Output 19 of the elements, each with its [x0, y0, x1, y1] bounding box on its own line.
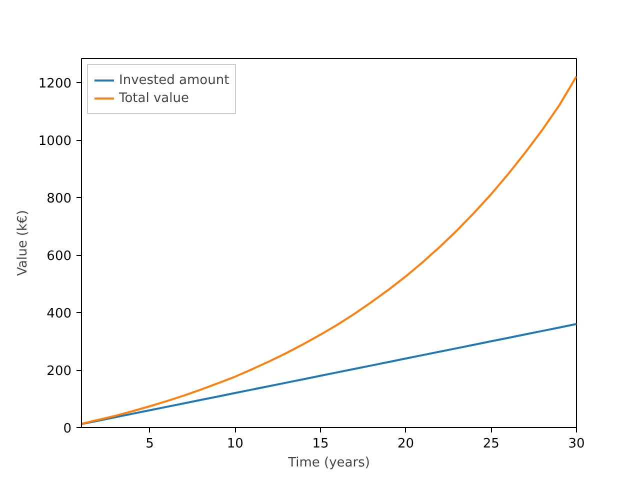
x-tick-label: 20	[398, 436, 414, 452]
y-tick-label: 600	[46, 249, 72, 264]
x-tick-label: 5	[146, 436, 154, 452]
y-tick-label: 200	[46, 364, 72, 380]
x-tick-label: 25	[482, 436, 500, 452]
x-tick-label: 30	[568, 436, 585, 452]
x-tick-label: 10	[226, 436, 244, 452]
y-tick-label: 1000	[38, 134, 72, 150]
y-axis-title: Value (k€)	[15, 210, 30, 276]
x-axis-title: Time (years)	[287, 456, 370, 470]
legend-label: Invested amount	[119, 72, 230, 89]
y-tick-label: 800	[46, 192, 72, 207]
y-tick-label: 400	[46, 306, 72, 322]
line-series	[82, 323, 576, 426]
x-tick-label: 15	[312, 436, 329, 452]
y-tick-label: 0	[63, 422, 72, 436]
line-series	[82, 75, 576, 425]
y-tick-label: 1200	[38, 76, 72, 92]
legend-label: Total value	[119, 90, 190, 107]
